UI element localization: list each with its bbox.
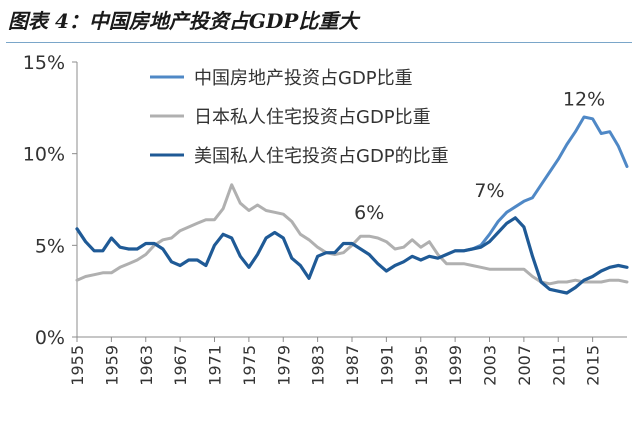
x-tick-label: 1979 [274,345,293,386]
x-tick-label: 1983 [309,345,328,386]
annotation-layer: 6% 7% 12% [354,89,605,225]
legend-label: 日本私人住宅投资占GDP比重 [194,107,431,128]
x-tick-label: 2011 [549,345,568,386]
y-tick-label: 5% [35,235,65,257]
figure-title: 图表 4：中国房地产投资占GDP比重大 [8,9,359,33]
y-tick-label: 15% [23,52,65,74]
x-tick-label: 2015 [584,345,603,386]
x-tick-label: 1991 [377,345,396,386]
series-line-0 [453,115,629,253]
x-tick-label: 1971 [206,345,225,386]
series-line-1 [75,183,629,286]
y-axis-ticks: 0% 5% 10% 15% [23,52,77,349]
x-tick-label: 1955 [68,345,87,386]
annotation-label: 7% [474,180,504,202]
y-tick-label: 0% [35,327,65,349]
x-tick-label: 1967 [171,345,190,386]
x-tick-label: 1999 [446,345,465,386]
x-tick-label: 1995 [412,345,431,386]
x-tick-label: 1975 [240,345,259,386]
legend-label: 美国私人住宅投资占GDP的比重 [194,146,449,167]
title-divider [6,42,632,43]
y-tick-label: 10% [23,144,65,166]
x-tick-label: 2007 [515,345,534,386]
series-line-2 [75,216,629,295]
legend: 中国房地产投资占GDP比重日本私人住宅投资占GDP比重美国私人住宅投资占GDP的… [150,68,449,167]
x-tick-label: 1959 [102,345,121,386]
annotation-label: 6% [354,202,384,224]
legend-label: 中国房地产投资占GDP比重 [194,68,413,89]
series-layer [75,115,629,295]
x-tick-label: 1963 [137,345,156,386]
x-axis-ticks: 1955 1959 1963 1967 1971 1975 1979 1983 1987 1991… [68,337,603,386]
annotation-label: 12% [563,89,605,111]
x-tick-label: 1987 [343,345,362,386]
x-tick-label: 2003 [481,345,500,386]
